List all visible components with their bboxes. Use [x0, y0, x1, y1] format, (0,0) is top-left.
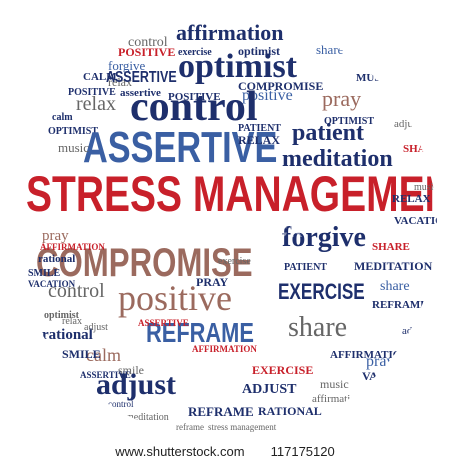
footer-image-id: 117175120 — [270, 444, 335, 459]
cloud-word: AFFIRMATION — [192, 344, 257, 354]
cloud-word: optimist — [44, 310, 80, 321]
cloud-word: control — [128, 35, 168, 50]
cloud-word: SMILE — [28, 268, 61, 279]
cloud-word: share — [380, 279, 410, 294]
cloud-word: forgive — [282, 222, 366, 253]
cloud-word: stress management — [208, 422, 277, 432]
cloud-word: AFFIRMATION — [330, 349, 409, 361]
cloud-word: exercise — [218, 256, 251, 267]
cloud-word: OPTIMIST — [48, 126, 98, 137]
cloud-word: REFRAME — [372, 299, 428, 311]
cloud-word: adjust — [394, 118, 420, 130]
cloud-word: affirmation — [312, 393, 362, 405]
cloud-word: control — [108, 399, 134, 409]
cloud-word: meditation — [126, 412, 169, 423]
image-footer: www.shutterstock.com 117175120 — [0, 441, 450, 463]
cloud-word: patient — [292, 120, 364, 146]
cloud-word: meditation — [198, 5, 232, 14]
cloud-word: exercise — [178, 47, 212, 58]
footer-site: www.shutterstock.com — [115, 444, 245, 459]
cloud-word: rational — [38, 253, 75, 265]
cloud-word: STRESS MANAGEMENT — [26, 165, 450, 222]
cloud-word: ASSERTIVE — [80, 370, 131, 380]
cloud-word: OPTIMIST — [324, 116, 374, 127]
cloud-word: relax — [76, 93, 116, 115]
cloud-word: MEDITATION — [354, 259, 433, 273]
cloud-word: EXERCISE — [278, 280, 365, 305]
cloud-word: relax — [62, 316, 82, 327]
cloud-word: POSITIVE — [118, 45, 175, 59]
cloud-word: pray — [322, 86, 361, 111]
cloud-word: share — [316, 42, 344, 57]
cloud-word: pray — [366, 353, 394, 370]
cloud-word: music — [414, 182, 438, 193]
cloud-word: calm — [86, 345, 121, 365]
cloud-word: REFRAME — [146, 317, 254, 348]
cloud-word: POSITIVE — [68, 87, 116, 98]
cloud-word: VACATION — [362, 369, 425, 383]
cloud-word: PATIENT — [238, 123, 281, 134]
cloud-word: rational — [42, 327, 93, 343]
cloud-word: COMPROMISE — [238, 79, 323, 93]
cloud-word: pray — [42, 228, 69, 244]
cloud-word: PATIENT — [284, 262, 327, 273]
cloud-word: EXERCISE — [252, 363, 313, 377]
cloud-word: ASSERTIVE — [83, 123, 277, 172]
cloud-word: music — [320, 377, 349, 391]
cloud-word: SHARE — [372, 241, 410, 253]
cloud-word: PRAY — [196, 275, 229, 289]
cloud-word: adjust — [84, 322, 108, 333]
cloud-word: affirmation — [176, 20, 284, 45]
cloud-word: VACATION — [394, 215, 450, 227]
cloud-word: forgive — [108, 58, 146, 73]
cloud-word: share — [288, 312, 347, 343]
cloud-word: meditation — [282, 146, 393, 172]
cloud-word: smile — [118, 363, 144, 377]
cloud-word: optimist — [178, 48, 298, 85]
cloud-word: RELAX — [238, 133, 280, 147]
cloud-word: relax — [108, 75, 132, 89]
cloud-word: assertive — [120, 87, 161, 99]
cloud-word: AFFIRMATION — [40, 242, 105, 252]
cloud-word: music — [58, 140, 89, 155]
cloud-word: adjust — [402, 325, 428, 337]
cloud-word: SHARE — [403, 143, 441, 155]
cloud-word: CALM — [60, 392, 91, 403]
cloud-word: reframe — [176, 422, 204, 432]
cloud-word: SMILE — [62, 347, 101, 361]
cloud-word: CALM — [83, 71, 117, 83]
cloud-word: COMPROMISE — [36, 240, 253, 285]
cloud-word: optimist — [238, 44, 280, 58]
cloud-word: MUSIC — [356, 72, 393, 84]
cloud-word: ADJUST — [242, 382, 297, 397]
cloud-word: RATIONAL — [258, 404, 322, 418]
cloud-word: calm — [52, 112, 73, 123]
cloud-word: ASSERTIVE — [138, 318, 189, 328]
cloud-word: REFRAME — [188, 404, 254, 419]
cloud-word: positive — [118, 278, 232, 318]
cloud-word: control — [48, 280, 105, 302]
cloud-word: control — [130, 84, 258, 130]
cloud-word: reframe — [236, 5, 270, 17]
cloud-word: positive — [242, 87, 293, 104]
cloud-word: POSITIVE — [168, 91, 221, 103]
cloud-word: RELAX — [392, 193, 431, 205]
cloud-word: VACATION — [28, 279, 76, 289]
cloud-word: adjust — [96, 368, 176, 401]
cloud-word: ASSERTIVE — [106, 69, 177, 87]
